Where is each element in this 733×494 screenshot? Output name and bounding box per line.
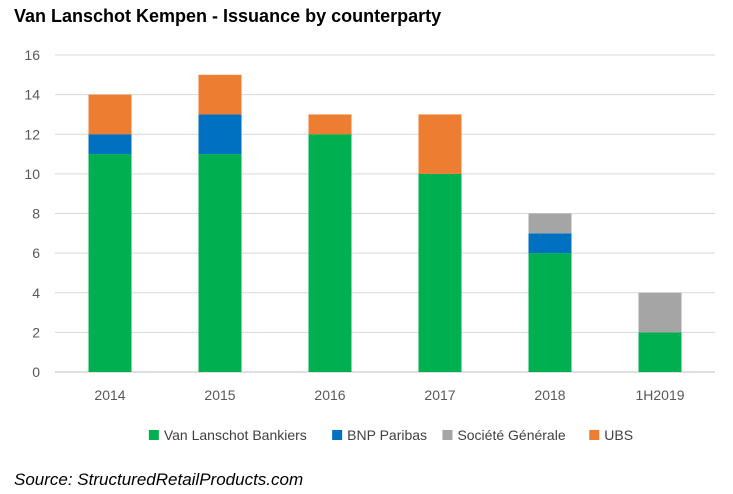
x-tick-label: 2016 bbox=[314, 387, 345, 403]
bar-segment bbox=[198, 74, 242, 115]
legend-swatch bbox=[442, 430, 453, 440]
y-tick-label: 14 bbox=[24, 87, 40, 103]
x-tick-label: 2015 bbox=[204, 387, 235, 403]
bar-segment bbox=[308, 134, 352, 372]
y-tick-label: 12 bbox=[24, 126, 40, 142]
bar-segment bbox=[308, 114, 352, 135]
legend-label: BNP Paribas bbox=[347, 427, 427, 443]
chart-title: Van Lanschot Kempen - Issuance by counte… bbox=[14, 6, 442, 26]
legend-swatch bbox=[332, 430, 343, 440]
y-tick-label: 6 bbox=[32, 245, 40, 261]
y-tick-label: 8 bbox=[32, 206, 40, 222]
bar-segment bbox=[638, 292, 682, 333]
y-tick-label: 0 bbox=[32, 364, 40, 380]
legend-label: Société Générale bbox=[457, 427, 565, 443]
bar-segment bbox=[88, 94, 132, 135]
legend-swatch bbox=[589, 430, 600, 440]
legend-label: UBS bbox=[604, 427, 633, 443]
bar-segment bbox=[528, 213, 572, 234]
y-tick-label: 2 bbox=[32, 324, 40, 340]
x-tick-label: 2017 bbox=[424, 387, 455, 403]
legend-swatch bbox=[148, 430, 159, 440]
x-tick-label: 2018 bbox=[534, 387, 565, 403]
bar-segment bbox=[528, 253, 572, 372]
bar-segment bbox=[528, 233, 572, 254]
legend-label: Van Lanschot Bankiers bbox=[164, 427, 307, 443]
bar-segment bbox=[88, 154, 132, 372]
x-tick-label: 1H2019 bbox=[635, 387, 684, 403]
bar-segment bbox=[418, 173, 462, 372]
source-note: Source: StructuredRetailProducts.com bbox=[14, 470, 304, 489]
y-tick-label: 16 bbox=[24, 47, 40, 63]
bar-segment bbox=[418, 114, 462, 174]
bar-segment bbox=[198, 154, 242, 372]
y-tick-label: 4 bbox=[32, 285, 40, 301]
bar-segment bbox=[88, 134, 132, 155]
x-tick-label: 2014 bbox=[94, 387, 125, 403]
y-tick-label: 10 bbox=[24, 166, 40, 182]
bar-segment bbox=[198, 114, 242, 155]
bar-segment bbox=[638, 332, 682, 372]
